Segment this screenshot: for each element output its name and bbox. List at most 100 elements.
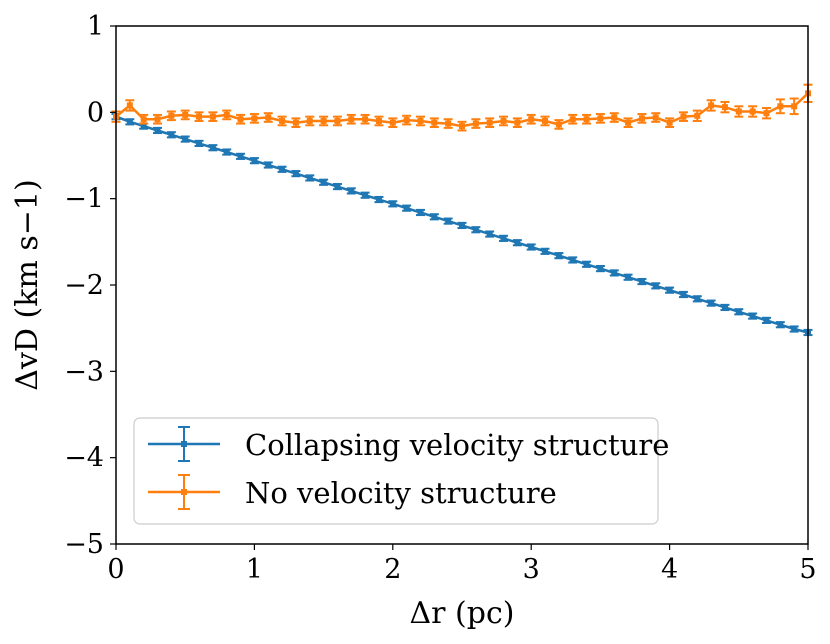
y-tick-label: −3 <box>64 356 104 387</box>
x-tick-label: 2 <box>384 554 401 585</box>
data-point <box>472 226 479 233</box>
data-point <box>126 102 133 109</box>
data-point <box>514 239 521 246</box>
data-point <box>389 119 396 126</box>
series-layer <box>111 83 813 337</box>
data-point <box>445 120 452 127</box>
data-point <box>362 192 369 199</box>
data-point <box>514 119 521 126</box>
data-point <box>777 103 784 110</box>
data-point <box>666 119 673 126</box>
x-tick-label: 1 <box>246 554 263 585</box>
series-0 <box>111 113 813 337</box>
y-tick-label: 0 <box>87 97 104 128</box>
x-tick-label: 4 <box>661 554 678 585</box>
data-point <box>403 117 410 124</box>
data-point <box>223 149 230 156</box>
data-point <box>597 265 604 272</box>
data-point <box>196 113 203 120</box>
legend-swatch-1 <box>148 474 220 510</box>
y-tick-label: −5 <box>64 529 104 560</box>
data-point <box>583 261 590 268</box>
data-point <box>528 244 535 251</box>
data-point <box>791 326 798 333</box>
data-point <box>265 114 272 121</box>
data-point <box>237 116 244 123</box>
data-point <box>375 196 382 203</box>
data-point <box>749 313 756 320</box>
data-point <box>292 119 299 126</box>
data-point <box>611 114 618 121</box>
data-point <box>306 117 313 124</box>
data-point <box>666 287 673 294</box>
data-point <box>625 274 632 281</box>
data-point <box>652 114 659 121</box>
data-point <box>680 113 687 120</box>
data-point <box>251 157 258 164</box>
data-point <box>791 103 798 110</box>
x-tick-label: 5 <box>799 554 816 585</box>
data-point <box>348 187 355 194</box>
data-point <box>735 108 742 115</box>
data-point <box>168 131 175 138</box>
data-point <box>652 282 659 289</box>
data-point <box>694 112 701 119</box>
data-point <box>569 116 576 123</box>
data-point <box>500 235 507 242</box>
data-point <box>431 213 438 220</box>
data-point <box>583 116 590 123</box>
data-point <box>251 115 258 122</box>
data-point <box>445 218 452 225</box>
data-point <box>154 127 161 134</box>
data-point <box>708 300 715 307</box>
legend-swatches <box>148 426 220 510</box>
data-point <box>279 117 286 124</box>
data-point <box>375 117 382 124</box>
data-point <box>486 119 493 126</box>
data-point <box>763 110 770 117</box>
data-point <box>209 144 216 151</box>
ticks-layer: 0 1 2 3 4 5 1 0 −1 −2 −3 −4 −5 <box>64 11 816 585</box>
legend-label-collapsing: Collapsing velocity structure <box>245 428 669 462</box>
legend-swatch-0 <box>148 426 220 462</box>
data-point <box>168 112 175 119</box>
data-point <box>265 161 272 168</box>
data-point <box>694 295 701 302</box>
data-point <box>334 183 341 190</box>
data-point <box>279 166 286 173</box>
data-point <box>348 116 355 123</box>
data-point <box>237 153 244 160</box>
legend-frame <box>133 417 659 525</box>
data-point <box>735 308 742 315</box>
data-point <box>362 116 369 123</box>
data-point <box>459 123 465 130</box>
data-point <box>749 108 756 115</box>
data-point <box>555 252 562 259</box>
legend-label-no-structure: No velocity structure <box>245 476 557 510</box>
data-point <box>486 231 493 238</box>
data-point <box>472 120 479 127</box>
series-1 <box>111 83 813 132</box>
data-point <box>500 117 507 124</box>
data-point <box>680 291 687 298</box>
data-point <box>182 136 189 143</box>
data-point <box>126 118 133 125</box>
y-tick-label: 1 <box>87 11 104 42</box>
data-point <box>306 174 313 181</box>
data-point <box>721 304 728 311</box>
data-point <box>140 116 147 123</box>
x-tick-label: 3 <box>523 554 540 585</box>
data-point <box>320 117 327 124</box>
data-point <box>763 317 770 324</box>
data-point <box>542 248 549 255</box>
data-point <box>721 104 728 111</box>
data-point <box>597 115 604 122</box>
data-point <box>223 111 230 118</box>
data-point <box>417 117 424 124</box>
y-axis-label: ΔvD (km s−1) <box>10 179 45 390</box>
data-point <box>196 140 203 147</box>
data-point <box>182 111 189 118</box>
data-point <box>209 113 216 120</box>
data-point <box>625 119 632 126</box>
data-point <box>154 116 161 123</box>
